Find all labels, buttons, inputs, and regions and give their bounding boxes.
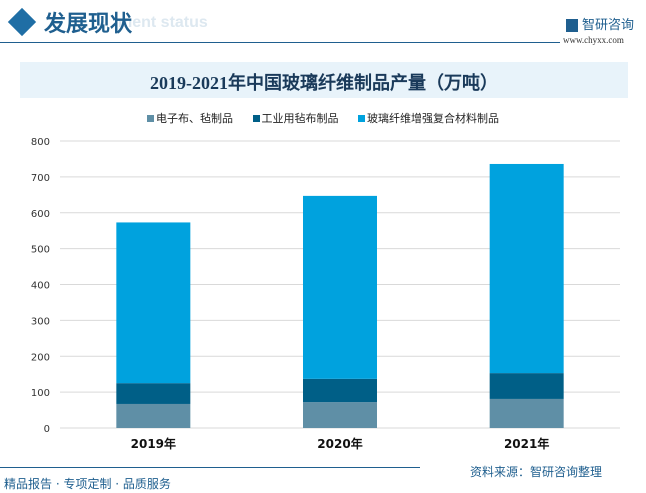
y-tick-label: 200 <box>31 352 50 363</box>
header-divider <box>0 42 560 43</box>
legend-swatch <box>252 115 260 122</box>
chart-title-band: 2019-2021年中国玻璃纤维制品产量（万吨） <box>20 62 628 98</box>
y-tick-label: 400 <box>31 281 50 292</box>
y-tick-label: 600 <box>31 209 50 220</box>
y-tick-label: 0 <box>44 424 50 435</box>
chart-title: 2019-2021年中国玻璃纤维制品产量（万吨） <box>150 73 498 93</box>
source-note: 资料来源：智研咨询整理 <box>470 465 603 479</box>
logo-text: 智研咨询 <box>582 18 635 33</box>
footer-divider <box>0 467 420 468</box>
bar-segment <box>116 222 191 384</box>
y-tick-label: 700 <box>31 173 50 184</box>
y-tick-label: 800 <box>31 137 50 148</box>
bar-segment <box>303 378 377 403</box>
bar-segment <box>116 403 191 428</box>
bar-segment <box>303 402 377 428</box>
legend-swatch <box>147 115 154 122</box>
footer-tagline: 精品报告 · 专项定制 · 品质服务 <box>4 477 171 491</box>
logo-url: www.chyxx.com <box>563 35 624 45</box>
bar-segment <box>489 398 564 428</box>
bar-segment <box>489 373 564 399</box>
x-tick-label: 2021年 <box>504 436 549 451</box>
legend-item: 玻璃纤维增强复合材料制品 <box>358 112 499 125</box>
legend-swatch <box>358 115 365 122</box>
legend: 电子布、毡制品 工业用毡布制品 玻璃纤维增强复合材料制品 <box>0 110 646 126</box>
header-title: 发展现状 <box>44 12 133 37</box>
y-tick-label: 100 <box>31 388 50 399</box>
legend-label: 工业用毡布制品 <box>261 112 339 125</box>
legend-item: 工业用毡布制品 <box>252 112 339 125</box>
x-tick-label: 2019年 <box>131 436 176 451</box>
y-tick-label: 500 <box>31 245 50 256</box>
bar-segment <box>303 195 377 379</box>
header-subtitle: ment status <box>118 14 208 31</box>
logo-icon <box>566 19 578 32</box>
bar-segment <box>489 163 564 374</box>
x-tick-label: 2020年 <box>317 436 362 451</box>
bar-segment <box>116 383 191 404</box>
logo: 智研咨询 <box>566 14 634 33</box>
legend-label: 玻璃纤维增强复合材料制品 <box>367 112 499 125</box>
legend-item: 电子布、毡制品 <box>147 112 233 125</box>
legend-label: 电子布、毡制品 <box>156 112 233 125</box>
y-tick-label: 300 <box>31 316 50 327</box>
